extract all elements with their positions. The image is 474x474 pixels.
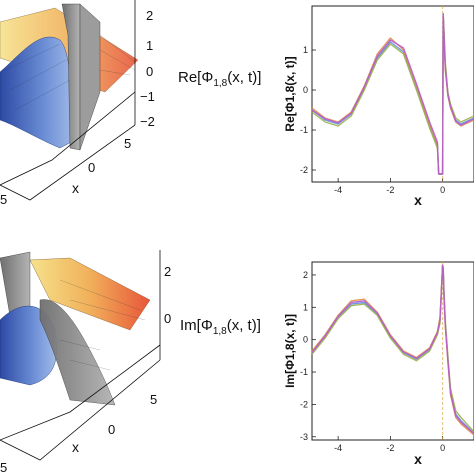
- y-tick-label: 0: [303, 85, 308, 95]
- y-tick-label: -2: [300, 399, 308, 409]
- tick-label: 5: [124, 136, 131, 151]
- im-prefix: Im[Φ: [180, 317, 213, 334]
- grey-sheet-top: [61, 3, 81, 151]
- tick-label: 5: [150, 392, 157, 407]
- label-tail: (x, t)]: [227, 69, 261, 86]
- y-tick-label: 1: [303, 302, 308, 312]
- line-plot-bottom: 2 1 0 -1 -2 -3 -4 -2 0 x Im[Φ1,8(x, t)]: [283, 261, 474, 467]
- surface-ticks-top: 2 1 0 −1 −2 5 0 5: [0, 8, 155, 207]
- x-tick-label: -4: [334, 185, 342, 195]
- tick-label: 0: [146, 64, 153, 79]
- y-tick-label: 0: [303, 335, 308, 345]
- surface-grid-bottom: [59, 279, 146, 371]
- series-line: [311, 13, 474, 175]
- tick-label: 5: [0, 460, 7, 474]
- surface-x-label-bottom: x: [72, 439, 79, 455]
- surface-plot-bottom: [0, 250, 161, 461]
- tick-label: 0: [164, 311, 171, 326]
- y-axis-label: Im[Φ1,8(x, t)]: [283, 314, 297, 388]
- y-tick-label: -1: [300, 367, 308, 377]
- y-tick-label: 1: [303, 45, 308, 55]
- plot-frame: [311, 261, 474, 441]
- x-tick-label: -2: [386, 443, 394, 453]
- tick-label: 2: [146, 8, 153, 23]
- x-axis-label: x: [414, 192, 422, 208]
- x-tick-label: -4: [334, 443, 342, 453]
- y-tick-label: -1: [300, 125, 308, 135]
- y-tick-label: -3: [300, 432, 308, 442]
- tick-label: −2: [140, 114, 155, 129]
- line-plot-top: 1 0 -1 -2 -4 -2 0 x Re[Φ1,8(x, t)]: [283, 5, 474, 208]
- plot-frame: [311, 5, 474, 183]
- label-tail: (x, t)]: [227, 317, 261, 334]
- surface-ticks-bottom: 2 0 5 0 5: [0, 264, 171, 474]
- series-line: [311, 264, 474, 435]
- x-tick-label: -2: [386, 185, 394, 195]
- grey-sheet-back-top: [79, 3, 101, 151]
- subscript: 1,8: [213, 326, 227, 337]
- x-tick-label: 0: [440, 443, 445, 453]
- y-axis-label: Re[Φ1,8(x, t)]: [283, 56, 297, 131]
- y-tick-label: -2: [300, 165, 308, 175]
- warm-sheet-bottom: [29, 257, 151, 331]
- tick-label: 1: [146, 38, 153, 53]
- box-frame-bottom: [0, 250, 161, 461]
- tick-label: 0: [108, 422, 115, 437]
- tick-label: 2: [164, 264, 171, 279]
- x-axis-label: x: [414, 451, 422, 467]
- surface-grid-top: [4, 34, 136, 111]
- surface-x-label-top: x: [72, 180, 79, 196]
- surface-z-label-bottom: Im[Φ1,8(x, t)]: [180, 317, 261, 337]
- surface-z-label-top: Re[Φ1,8(x, t)]: [178, 69, 261, 89]
- tick-label: 5: [0, 192, 7, 207]
- box-frame-top: [0, 0, 136, 201]
- tick-label: −1: [140, 89, 155, 104]
- grey-sheet-bottom: [39, 299, 116, 406]
- subscript: 1,8: [213, 78, 227, 89]
- tick-label: 0: [88, 160, 95, 175]
- x-tick-label: 0: [440, 185, 445, 195]
- y-tick-label: 2: [303, 270, 308, 280]
- re-prefix: Re[Φ: [178, 69, 213, 86]
- surface-plot-top: [0, 0, 139, 201]
